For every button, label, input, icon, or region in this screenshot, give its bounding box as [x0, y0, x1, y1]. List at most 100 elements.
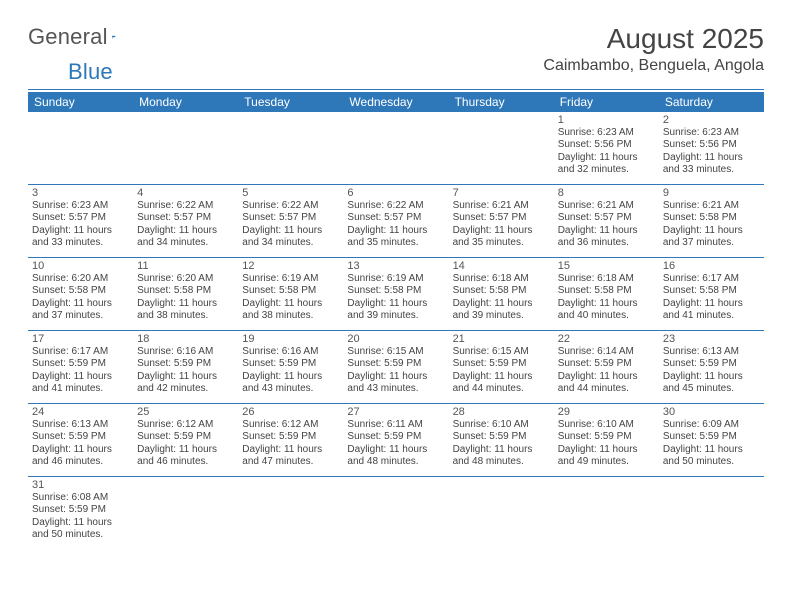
daylight-line: Daylight: 11 hours and 45 minutes. — [663, 371, 760, 396]
calendar-week-row: 10Sunrise: 6:20 AMSunset: 5:58 PMDayligh… — [28, 257, 764, 330]
sunset-line: Sunset: 5:58 PM — [558, 285, 655, 298]
day-info: Sunrise: 6:23 AMSunset: 5:56 PMDaylight:… — [558, 127, 655, 177]
day-info: Sunrise: 6:11 AMSunset: 5:59 PMDaylight:… — [347, 419, 444, 469]
day-number: 28 — [453, 406, 550, 418]
sunrise-line: Sunrise: 6:16 AM — [242, 346, 339, 359]
sunset-line: Sunset: 5:57 PM — [558, 212, 655, 225]
sunrise-line: Sunrise: 6:12 AM — [137, 419, 234, 432]
day-number: 23 — [663, 333, 760, 345]
page-title: August 2025 — [543, 24, 764, 55]
day-info: Sunrise: 6:23 AMSunset: 5:57 PMDaylight:… — [32, 200, 129, 250]
day-number: 5 — [242, 187, 339, 199]
location-subtitle: Caimbambo, Benguela, Angola — [543, 57, 764, 75]
calendar-cell: 8Sunrise: 6:21 AMSunset: 5:57 PMDaylight… — [554, 184, 659, 257]
day-info: Sunrise: 6:22 AMSunset: 5:57 PMDaylight:… — [242, 200, 339, 250]
calendar-cell — [133, 112, 238, 185]
day-number: 4 — [137, 187, 234, 199]
day-number: 8 — [558, 187, 655, 199]
calendar-body: 1Sunrise: 6:23 AMSunset: 5:56 PMDaylight… — [28, 112, 764, 549]
sunset-line: Sunset: 5:57 PM — [347, 212, 444, 225]
sunset-line: Sunset: 5:59 PM — [558, 431, 655, 444]
daylight-line: Daylight: 11 hours and 43 minutes. — [347, 371, 444, 396]
daylight-line: Daylight: 11 hours and 46 minutes. — [32, 444, 129, 469]
day-info: Sunrise: 6:18 AMSunset: 5:58 PMDaylight:… — [558, 273, 655, 323]
day-number: 13 — [347, 260, 444, 272]
sunrise-line: Sunrise: 6:23 AM — [558, 127, 655, 140]
daylight-line: Daylight: 11 hours and 43 minutes. — [242, 371, 339, 396]
day-info: Sunrise: 6:22 AMSunset: 5:57 PMDaylight:… — [347, 200, 444, 250]
calendar-week-row: 31Sunrise: 6:08 AMSunset: 5:59 PMDayligh… — [28, 476, 764, 549]
day-info: Sunrise: 6:12 AMSunset: 5:59 PMDaylight:… — [137, 419, 234, 469]
weekday-header-row: SundayMondayTuesdayWednesdayThursdayFrid… — [28, 92, 764, 112]
sunrise-line: Sunrise: 6:19 AM — [347, 273, 444, 286]
day-info: Sunrise: 6:22 AMSunset: 5:57 PMDaylight:… — [137, 200, 234, 250]
calendar-cell — [133, 476, 238, 549]
day-number: 19 — [242, 333, 339, 345]
day-number: 2 — [663, 114, 760, 126]
daylight-line: Daylight: 11 hours and 46 minutes. — [137, 444, 234, 469]
sunrise-line: Sunrise: 6:13 AM — [32, 419, 129, 432]
day-number: 31 — [32, 479, 129, 491]
sunrise-line: Sunrise: 6:08 AM — [32, 492, 129, 505]
daylight-line: Daylight: 11 hours and 40 minutes. — [558, 298, 655, 323]
weekday-header: Friday — [554, 92, 659, 112]
calendar-head: SundayMondayTuesdayWednesdayThursdayFrid… — [28, 92, 764, 112]
daylight-line: Daylight: 11 hours and 50 minutes. — [663, 444, 760, 469]
calendar-cell — [238, 476, 343, 549]
sunset-line: Sunset: 5:58 PM — [32, 285, 129, 298]
daylight-line: Daylight: 11 hours and 41 minutes. — [663, 298, 760, 323]
calendar-cell: 31Sunrise: 6:08 AMSunset: 5:59 PMDayligh… — [28, 476, 133, 549]
calendar-cell: 14Sunrise: 6:18 AMSunset: 5:58 PMDayligh… — [449, 257, 554, 330]
sunset-line: Sunset: 5:56 PM — [663, 139, 760, 152]
sunrise-line: Sunrise: 6:21 AM — [663, 200, 760, 213]
calendar-week-row: 3Sunrise: 6:23 AMSunset: 5:57 PMDaylight… — [28, 184, 764, 257]
title-block: August 2025 Caimbambo, Benguela, Angola — [543, 24, 764, 75]
daylight-line: Daylight: 11 hours and 48 minutes. — [347, 444, 444, 469]
sunrise-line: Sunrise: 6:19 AM — [242, 273, 339, 286]
day-info: Sunrise: 6:16 AMSunset: 5:59 PMDaylight:… — [137, 346, 234, 396]
day-info: Sunrise: 6:19 AMSunset: 5:58 PMDaylight:… — [347, 273, 444, 323]
day-info: Sunrise: 6:23 AMSunset: 5:56 PMDaylight:… — [663, 127, 760, 177]
sunrise-line: Sunrise: 6:22 AM — [137, 200, 234, 213]
calendar-cell — [343, 476, 448, 549]
page: General August 2025 Caimbambo, Benguela,… — [0, 0, 792, 565]
calendar-cell: 10Sunrise: 6:20 AMSunset: 5:58 PMDayligh… — [28, 257, 133, 330]
calendar-cell: 23Sunrise: 6:13 AMSunset: 5:59 PMDayligh… — [659, 330, 764, 403]
weekday-header: Saturday — [659, 92, 764, 112]
sunset-line: Sunset: 5:59 PM — [137, 358, 234, 371]
weekday-header: Thursday — [449, 92, 554, 112]
daylight-line: Daylight: 11 hours and 37 minutes. — [32, 298, 129, 323]
sunrise-line: Sunrise: 6:13 AM — [663, 346, 760, 359]
daylight-line: Daylight: 11 hours and 33 minutes. — [663, 152, 760, 177]
sunrise-line: Sunrise: 6:22 AM — [242, 200, 339, 213]
calendar-cell: 15Sunrise: 6:18 AMSunset: 5:58 PMDayligh… — [554, 257, 659, 330]
flag-icon — [112, 28, 117, 46]
sunset-line: Sunset: 5:59 PM — [453, 431, 550, 444]
day-number: 7 — [453, 187, 550, 199]
day-info: Sunrise: 6:17 AMSunset: 5:59 PMDaylight:… — [32, 346, 129, 396]
calendar-week-row: 1Sunrise: 6:23 AMSunset: 5:56 PMDaylight… — [28, 112, 764, 185]
day-info: Sunrise: 6:12 AMSunset: 5:59 PMDaylight:… — [242, 419, 339, 469]
weekday-header: Sunday — [28, 92, 133, 112]
calendar-cell: 12Sunrise: 6:19 AMSunset: 5:58 PMDayligh… — [238, 257, 343, 330]
daylight-line: Daylight: 11 hours and 41 minutes. — [32, 371, 129, 396]
sunset-line: Sunset: 5:59 PM — [453, 358, 550, 371]
daylight-line: Daylight: 11 hours and 37 minutes. — [663, 225, 760, 250]
calendar-cell: 4Sunrise: 6:22 AMSunset: 5:57 PMDaylight… — [133, 184, 238, 257]
sunset-line: Sunset: 5:59 PM — [242, 358, 339, 371]
day-info: Sunrise: 6:16 AMSunset: 5:59 PMDaylight:… — [242, 346, 339, 396]
sunrise-line: Sunrise: 6:22 AM — [347, 200, 444, 213]
sunrise-line: Sunrise: 6:18 AM — [558, 273, 655, 286]
daylight-line: Daylight: 11 hours and 36 minutes. — [558, 225, 655, 250]
daylight-line: Daylight: 11 hours and 34 minutes. — [242, 225, 339, 250]
sunrise-line: Sunrise: 6:23 AM — [663, 127, 760, 140]
sunrise-line: Sunrise: 6:21 AM — [453, 200, 550, 213]
sunset-line: Sunset: 5:59 PM — [663, 431, 760, 444]
sunrise-line: Sunrise: 6:20 AM — [32, 273, 129, 286]
daylight-line: Daylight: 11 hours and 49 minutes. — [558, 444, 655, 469]
sunrise-line: Sunrise: 6:15 AM — [347, 346, 444, 359]
sunrise-line: Sunrise: 6:21 AM — [558, 200, 655, 213]
day-info: Sunrise: 6:09 AMSunset: 5:59 PMDaylight:… — [663, 419, 760, 469]
sunset-line: Sunset: 5:59 PM — [347, 431, 444, 444]
sunrise-line: Sunrise: 6:23 AM — [32, 200, 129, 213]
